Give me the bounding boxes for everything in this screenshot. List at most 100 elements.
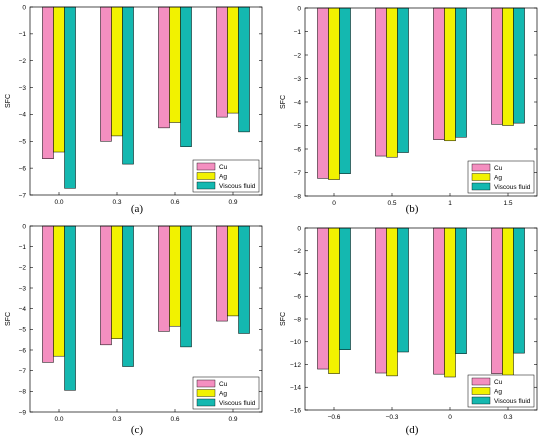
bar-viscous-fluid-4 [238, 6, 250, 133]
legend-entry: Cu [494, 379, 503, 386]
bar-ag-1 [53, 6, 65, 153]
bar-viscous-fluid-4 [513, 227, 525, 354]
bar-ag-3 [444, 7, 456, 142]
y-tick-label: −4 [294, 99, 302, 106]
y-tick-label: −5 [19, 327, 27, 334]
y-tick-label: −7 [19, 368, 27, 375]
bar-viscous-fluid-2 [397, 7, 409, 153]
x-tick-label: 0.3 [112, 199, 121, 206]
x-tick-label: 0.3 [503, 414, 512, 421]
legend-swatch [471, 173, 491, 181]
y-tick-label: −4 [19, 306, 27, 313]
y-tick-label: −3 [294, 76, 302, 83]
legend-swatch [471, 163, 491, 172]
legend-swatch [471, 377, 491, 386]
bar-viscous-fluid-2 [122, 225, 134, 367]
bar-ag-2 [386, 7, 398, 158]
x-tick-label: 1 [448, 200, 452, 207]
chart-panel-1: 0 −1 −2 −3 −4 −5 −6 −7 0.0 0.3 0.6 0.9 SFC Cu Ag Viscou… [5, 4, 263, 215]
x-tick-label: −0.6 [328, 414, 341, 421]
bar-viscous-fluid-4 [513, 7, 525, 124]
y-tick-label: −3 [19, 285, 27, 292]
panel-label: (a) [131, 203, 144, 215]
legend-swatch [196, 389, 216, 397]
y-tick-label: −6 [294, 146, 302, 153]
bar-viscous-fluid-4 [238, 225, 250, 334]
bar-cu-1 [317, 7, 329, 179]
bar-cu-1 [317, 227, 329, 370]
bar-ag-3 [169, 225, 181, 327]
y-tick-label: −8 [294, 193, 302, 200]
bar-cu-2 [100, 6, 112, 142]
chart-panel-3: 0 −1 −2 −3 −4 −5 −6 −7 −8 −9 0.0 0.3 0.6 0.9 SFC Cu Ag Vi… [5, 223, 263, 436]
bar-cu-4 [216, 6, 228, 118]
bar-viscous-fluid-3 [455, 7, 467, 138]
y-tick-label: −1 [294, 29, 302, 36]
x-tick-label: 0.3 [112, 416, 121, 423]
legend-entry: Ag [219, 391, 227, 398]
y-tick-label: −4 [19, 112, 27, 119]
legend-entry: Ag [494, 175, 502, 182]
bar-cu-3 [433, 227, 445, 375]
y-tick-label: 0 [22, 223, 26, 230]
bar-viscous-fluid-3 [180, 225, 192, 348]
axes-frame [29, 6, 263, 196]
y-tick-label: −2 [294, 248, 302, 255]
panel-label: (d) [406, 424, 419, 436]
bar-ag-3 [169, 6, 181, 123]
bar-ag-2 [386, 227, 398, 377]
y-tick-label: −2 [19, 265, 27, 272]
y-tick-label: 0 [297, 225, 301, 232]
y-tick-label: −14 [290, 385, 301, 392]
y-axis-label: SFC [280, 312, 287, 326]
y-tick-label: −6 [294, 294, 302, 301]
bar-cu-3 [158, 6, 170, 129]
y-tick-label: −2 [294, 52, 302, 59]
y-axis-label: SFC [5, 94, 12, 108]
bar-cu-4 [491, 227, 503, 374]
y-tick-label: −7 [294, 170, 302, 177]
bar-viscous-fluid-1 [339, 227, 351, 350]
bar-cu-1 [42, 225, 54, 363]
chart-panel-2: 0 −1 −2 −3 −4 −5 −6 −7 −8 0 0.5 1 1.5 SFC Cu Ag Viscous … [280, 5, 538, 215]
x-tick-label: 0.6 [170, 416, 179, 423]
x-tick-label: 0.5 [387, 200, 396, 207]
legend-swatch [196, 181, 216, 190]
bar-cu-3 [433, 7, 445, 140]
legend-swatch [471, 182, 491, 191]
bar-viscous-fluid-3 [455, 227, 467, 354]
bar-viscous-fluid-2 [122, 6, 134, 165]
y-tick-label: −8 [294, 316, 302, 323]
bar-cu-3 [158, 225, 170, 332]
panel-label: (c) [131, 424, 144, 436]
legend-entry: Viscous fluid [494, 184, 531, 191]
legend-entry: Viscous fluid [219, 183, 256, 190]
bar-cu-2 [100, 225, 112, 346]
y-axis-label: SFC [280, 95, 287, 109]
x-tick-label: 0.6 [170, 199, 179, 206]
y-tick-label: −6 [19, 347, 27, 354]
chart-panel-4: 0 −2 −4 −6 −8 −10 −12 −14 −16 −0.6 −0.3 0 0.3 SFC Cu Ag… [280, 225, 538, 436]
y-tick-label: −16 [290, 407, 301, 414]
bar-ag-4 [227, 6, 239, 114]
bar-cu-2 [375, 7, 387, 157]
legend-swatch [196, 398, 216, 407]
legend-entry: Viscous fluid [494, 398, 531, 405]
y-tick-label: −10 [290, 339, 301, 346]
x-tick-label: 1.5 [503, 200, 512, 207]
y-tick-label: −2 [19, 58, 27, 65]
x-tick-label: 0.9 [228, 199, 237, 206]
y-tick-label: −9 [19, 409, 27, 416]
bar-ag-2 [111, 6, 123, 137]
bar-ag-4 [227, 225, 239, 317]
y-tick-label: −7 [19, 192, 27, 199]
y-tick-label: 0 [22, 4, 26, 11]
panel-label: (b) [406, 203, 419, 215]
bar-viscous-fluid-3 [180, 6, 192, 147]
bar-ag-1 [328, 7, 340, 180]
legend-entry: Ag [494, 389, 502, 396]
bar-ag-2 [111, 225, 123, 339]
legend-entry: Viscous fluid [219, 400, 256, 407]
legend-swatch [196, 162, 216, 171]
